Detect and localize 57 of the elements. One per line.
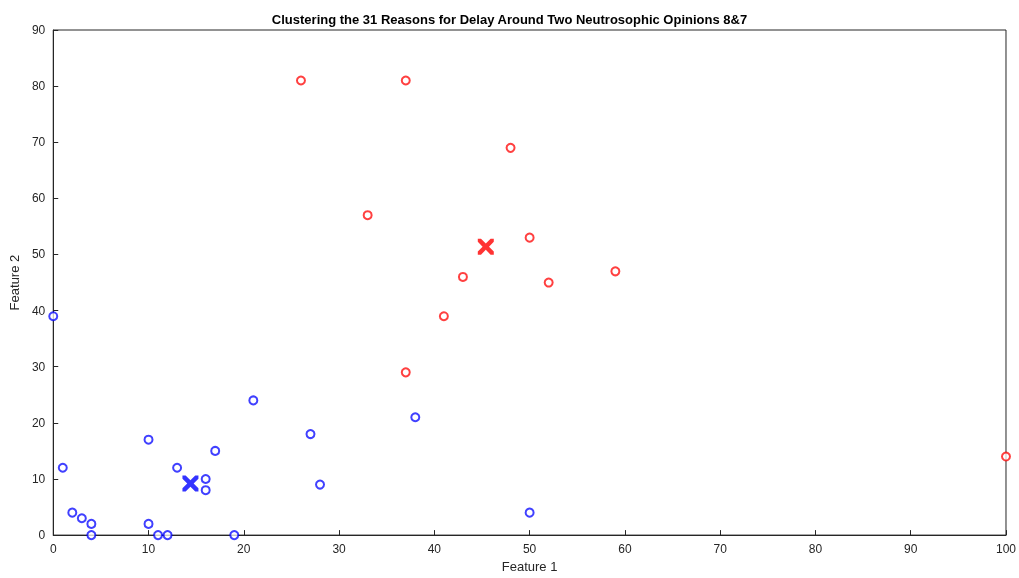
- point: [295, 75, 306, 86]
- point: [143, 434, 154, 445]
- x-tick-label: 10: [141, 542, 156, 557]
- point: [505, 142, 516, 153]
- point: [457, 271, 468, 282]
- point: [162, 530, 173, 541]
- y-tick-label: 20: [31, 415, 46, 430]
- y-tick-label: 0: [38, 528, 46, 543]
- chart-title: Clustering the 31 Reasons for Delay Around Two Neutrosophic Opinions 8&7: [271, 12, 748, 27]
- point: [543, 277, 554, 288]
- point: [57, 462, 68, 473]
- y-tick-label: 10: [31, 471, 46, 486]
- point: [524, 232, 535, 243]
- point: [182, 475, 199, 492]
- x-tick-label: 100: [995, 542, 1017, 557]
- point: [200, 485, 211, 496]
- x-tick-label: 70: [713, 542, 728, 557]
- point: [400, 367, 411, 378]
- point: [229, 530, 240, 541]
- point: [86, 530, 97, 541]
- y-tick-label: 30: [31, 359, 46, 374]
- x-tick-label: 0: [49, 542, 57, 557]
- x-tick-label: 40: [427, 542, 442, 557]
- point: [438, 311, 449, 322]
- point: [477, 238, 494, 255]
- point: [76, 513, 87, 524]
- x-tick-label: 60: [618, 542, 632, 557]
- point: [410, 412, 421, 423]
- point: [524, 507, 535, 518]
- point: [362, 210, 373, 221]
- point: [400, 75, 411, 86]
- x-axis-title: Feature 1: [501, 559, 558, 574]
- y-axis-title: Feature 2: [7, 254, 22, 311]
- point: [610, 266, 621, 277]
- point: [86, 518, 97, 529]
- point: [143, 518, 154, 529]
- y-tick-label: 60: [31, 191, 46, 206]
- point: [172, 462, 183, 473]
- point: [1001, 451, 1011, 462]
- point: [315, 479, 326, 490]
- point: [200, 473, 211, 484]
- y-tick-label: 40: [31, 303, 46, 318]
- point: [153, 530, 164, 541]
- point: [67, 507, 78, 518]
- x-tick-label: 80: [808, 542, 823, 557]
- x-tick-label: 90: [904, 542, 918, 557]
- x-tick-label: 50: [522, 542, 537, 557]
- point: [48, 311, 59, 322]
- x-tick-label: 20: [237, 542, 251, 557]
- y-tick-label: 90: [31, 23, 46, 37]
- point: [248, 395, 259, 406]
- y-tick-label: 50: [31, 247, 46, 262]
- x-tick-label: 30: [332, 542, 347, 557]
- point: [305, 429, 316, 440]
- point: [210, 445, 221, 456]
- y-tick-label: 80: [31, 79, 46, 94]
- y-tick-label: 70: [31, 135, 46, 150]
